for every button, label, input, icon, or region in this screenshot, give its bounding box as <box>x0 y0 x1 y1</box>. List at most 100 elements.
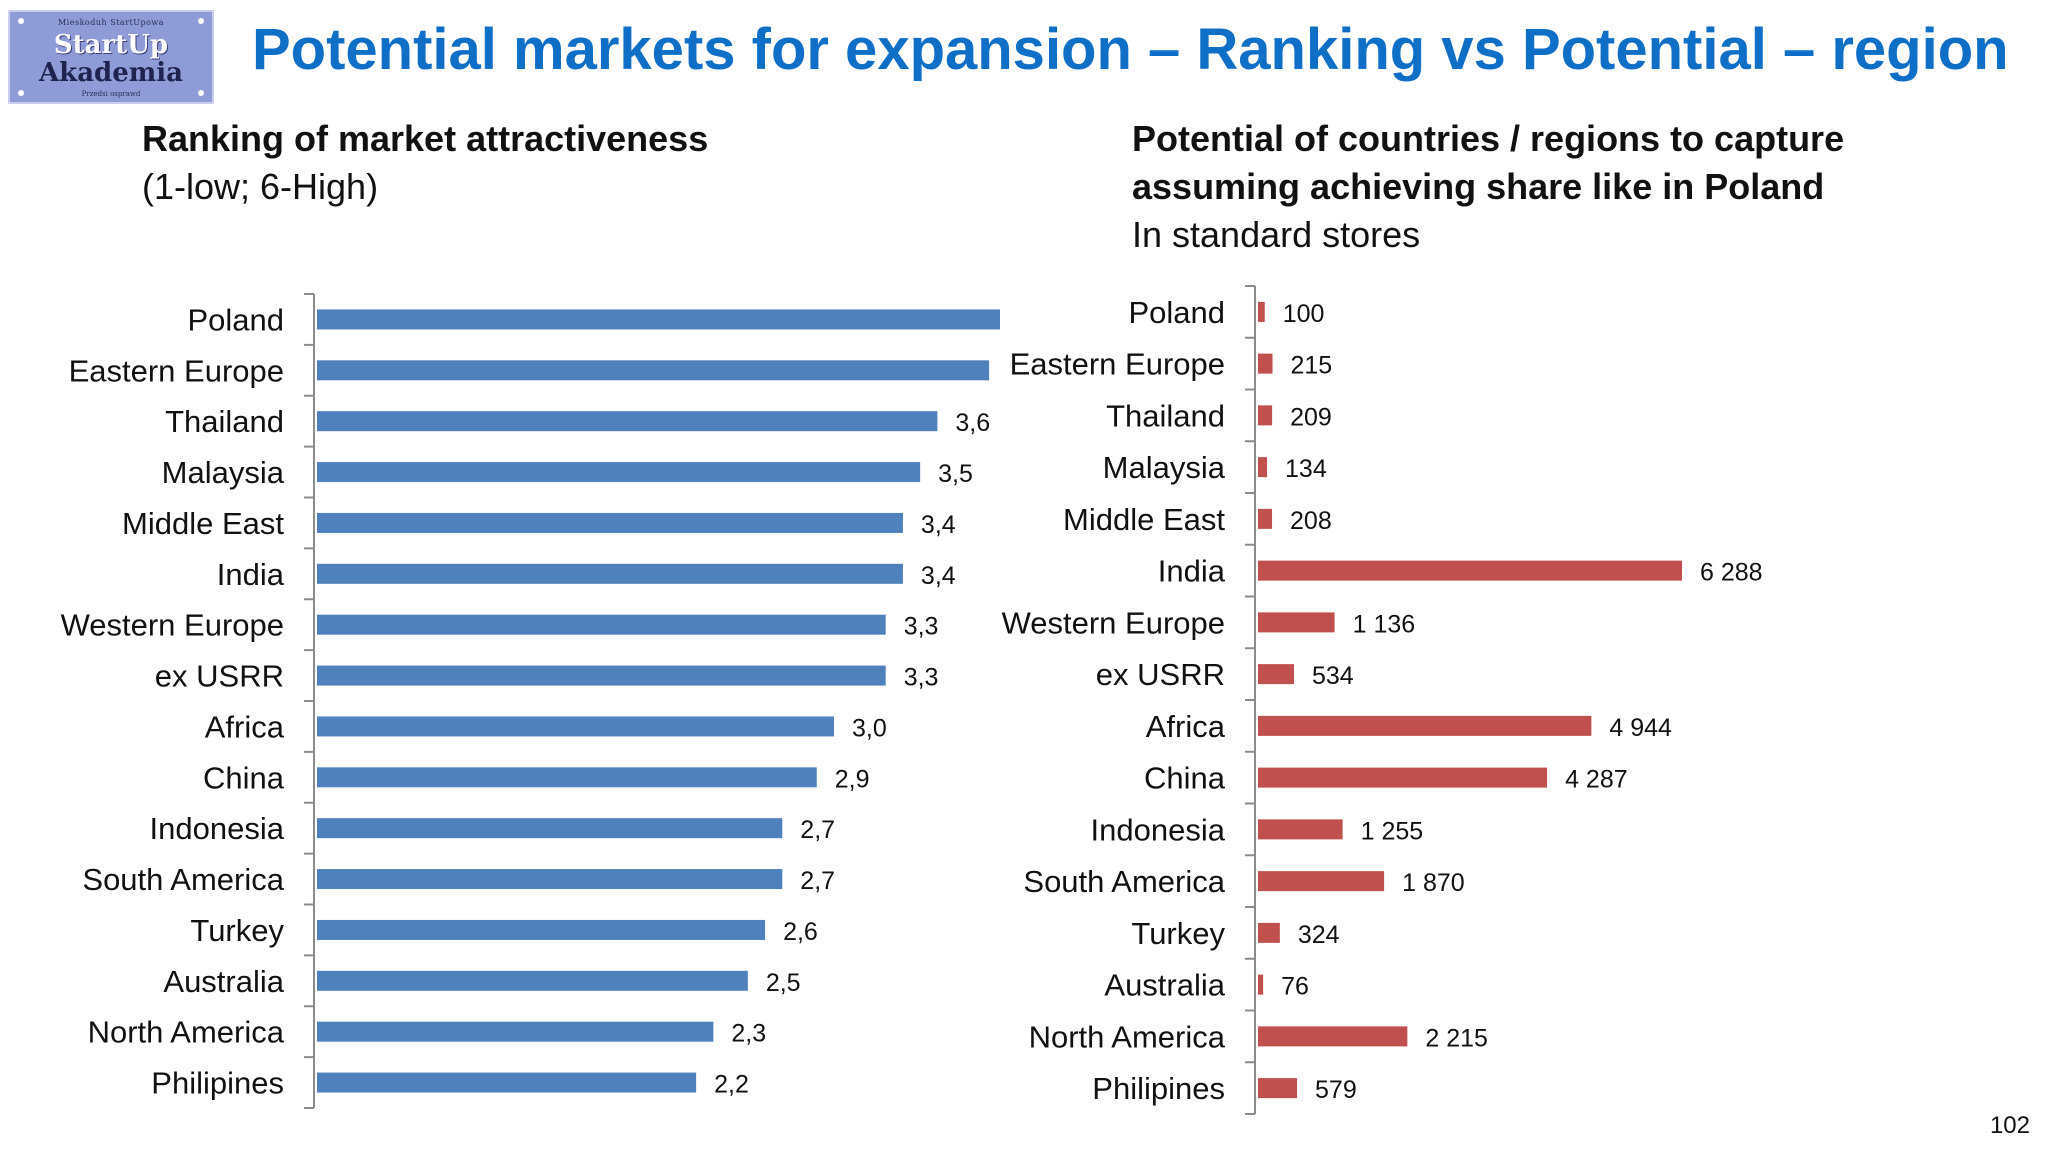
ranking-category-label: Philipines <box>151 1066 284 1101</box>
potential-category-label: China <box>1144 761 1226 796</box>
potential-bar <box>1258 612 1335 633</box>
potential-category-label: North America <box>1029 1019 1226 1054</box>
potential-value-label: 100 <box>1283 300 1325 328</box>
potential-category-label: India <box>1158 554 1226 589</box>
potential-bar <box>1258 301 1265 322</box>
ranking-value-label: 3,4 <box>921 562 956 590</box>
ranking-category-label: South America <box>82 862 284 897</box>
ranking-bar <box>317 309 1000 330</box>
potential-bar <box>1258 560 1682 581</box>
potential-value-label: 6 288 <box>1700 559 1763 587</box>
potential-category-label: Australia <box>1104 968 1225 1003</box>
potential-bar <box>1258 974 1264 995</box>
potential-value-label: 4 944 <box>1609 714 1672 742</box>
ranking-value-label: 3,4 <box>921 511 956 539</box>
ranking-bar <box>317 716 834 737</box>
potential-category-label: Middle East <box>1063 502 1225 537</box>
potential-value-label: 4 287 <box>1565 766 1628 794</box>
ranking-bar <box>317 563 903 584</box>
ranking-category-label: Africa <box>205 709 285 744</box>
ranking-value-label: 2,6 <box>783 918 818 946</box>
logo-akademia-text: Akademia <box>39 58 183 88</box>
potential-bar <box>1258 457 1268 478</box>
logo-top-text: Mieskoduh StartUpowa <box>57 18 165 27</box>
potential-category-label: Thailand <box>1106 398 1225 433</box>
potential-value-label: 579 <box>1315 1076 1357 1104</box>
left-chart-subtitle: Ranking of market attractiveness (1-low;… <box>142 115 708 211</box>
potential-value-label: 1 870 <box>1402 869 1465 897</box>
ranking-value-label: 3,3 <box>904 664 939 692</box>
potential-bar <box>1258 871 1385 892</box>
ranking-category-label: North America <box>88 1015 285 1050</box>
potential-category-label: Philipines <box>1092 1071 1225 1106</box>
potential-bar <box>1258 715 1592 736</box>
ranking-category-label: Thailand <box>165 404 284 439</box>
ranking-bar <box>317 1021 714 1042</box>
ranking-category-label: Poland <box>187 302 284 337</box>
right-chart-title-line2: assuming achieving share like in Poland <box>1132 166 1825 207</box>
ranking-category-label: ex USRR <box>155 659 284 694</box>
ranking-category-label: India <box>217 557 285 592</box>
potential-bar <box>1258 819 1343 840</box>
potential-bar <box>1258 922 1280 943</box>
potential-category-label: Western Europe <box>1002 605 1225 640</box>
potential-value-label: 2 215 <box>1425 1024 1488 1052</box>
ranking-category-label: Eastern Europe <box>69 353 284 388</box>
right-chart-unit-note: In standard stores <box>1132 214 1421 255</box>
potential-value-label: 209 <box>1290 403 1332 431</box>
ranking-value-label: 2,5 <box>766 969 801 997</box>
ranking-value-label: 2,7 <box>800 816 835 844</box>
potential-value-label: 324 <box>1298 921 1340 949</box>
right-chart-title-line1: Potential of countries / regions to capt… <box>1132 118 1845 159</box>
ranking-value-label: 2,2 <box>714 1071 749 1099</box>
ranking-bar <box>317 665 886 686</box>
startup-akademia-logo: Mieskoduh StartUpowa StartUp Akademia Pr… <box>8 10 214 104</box>
ranking-bar <box>317 1072 697 1093</box>
ranking-bar <box>317 614 886 635</box>
potential-bar <box>1258 1026 1408 1047</box>
ranking-bar <box>317 411 938 432</box>
potential-value-label: 76 <box>1281 973 1309 1001</box>
logo-bottom-text: Przedsi osprawd <box>81 90 141 98</box>
ranking-bar <box>317 767 817 788</box>
ranking-value-label: 3,6 <box>955 409 990 437</box>
potential-category-label: Indonesia <box>1091 812 1226 847</box>
potential-category-label: Poland <box>1128 295 1225 330</box>
ranking-category-label: Malaysia <box>162 455 285 490</box>
ranking-value-label: 3,3 <box>904 613 939 641</box>
right-chart-subtitle: Potential of countries / regions to capt… <box>1132 115 1844 259</box>
potential-value-label: 208 <box>1290 507 1332 535</box>
potential-value-label: 534 <box>1312 662 1354 690</box>
ranking-category-label: Indonesia <box>150 811 285 846</box>
potential-category-label: ex USRR <box>1096 657 1225 692</box>
ranking-bar <box>317 818 783 839</box>
ranking-category-label: Turkey <box>190 913 284 948</box>
ranking-category-label: Middle East <box>122 506 284 541</box>
ranking-category-label: Western Europe <box>61 608 284 643</box>
slide-title: Potential markets for expansion – Rankin… <box>252 17 2009 82</box>
ranking-value-label: 2,9 <box>835 765 870 793</box>
ranking-category-label: China <box>203 760 285 795</box>
potential-category-label: Eastern Europe <box>1010 347 1225 382</box>
potential-category-label: South America <box>1023 864 1225 899</box>
ranking-bar <box>317 512 903 533</box>
ranking-value-label: 3,5 <box>938 460 973 488</box>
potential-bar <box>1258 353 1273 374</box>
ranking-bar <box>317 360 990 381</box>
logo-startup-text: StartUp <box>53 30 169 60</box>
page-number: 102 <box>1989 1112 2030 1139</box>
potential-bar <box>1258 1078 1298 1099</box>
ranking-bar <box>317 919 766 940</box>
ranking-value-label: 2,7 <box>800 867 835 895</box>
ranking-bar-chart: Poland4,3Eastern Europe3,9Thailand3,6Mal… <box>61 293 1000 1109</box>
potential-value-label: 1 136 <box>1353 610 1416 638</box>
potential-bar <box>1258 767 1548 788</box>
potential-value-label: 1 255 <box>1361 817 1424 845</box>
ranking-category-label: Australia <box>163 964 284 999</box>
ranking-value-label: 3,0 <box>852 714 887 742</box>
potential-bar <box>1258 664 1295 685</box>
potential-value-label: 134 <box>1285 455 1327 483</box>
potential-bar <box>1258 405 1273 426</box>
ranking-bar <box>317 462 921 483</box>
ranking-value-label: 2,3 <box>731 1020 766 1048</box>
